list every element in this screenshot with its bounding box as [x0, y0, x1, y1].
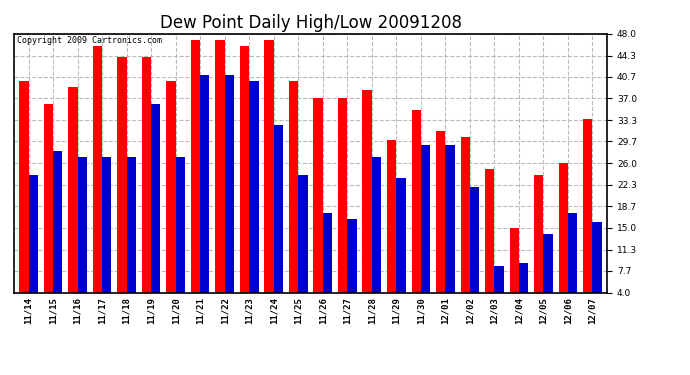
Bar: [240, 45, 249, 292]
Bar: [519, 263, 529, 292]
Bar: [264, 40, 274, 292]
Bar: [28, 175, 38, 292]
Title: Dew Point Daily High/Low 20091208: Dew Point Daily High/Low 20091208: [159, 14, 462, 32]
Bar: [289, 81, 298, 292]
Bar: [387, 140, 396, 292]
Bar: [421, 146, 430, 292]
Bar: [225, 75, 234, 292]
Bar: [445, 146, 455, 292]
Bar: [470, 187, 479, 292]
Bar: [191, 40, 200, 292]
Bar: [77, 157, 87, 292]
Bar: [568, 213, 578, 292]
Bar: [126, 157, 136, 292]
Bar: [19, 81, 28, 292]
Bar: [396, 178, 406, 292]
Text: Copyright 2009 Cartronics.com: Copyright 2009 Cartronics.com: [17, 36, 161, 45]
Bar: [436, 131, 445, 292]
Bar: [200, 75, 210, 292]
Bar: [68, 87, 77, 292]
Bar: [347, 219, 357, 292]
Bar: [249, 81, 259, 292]
Bar: [593, 222, 602, 292]
Bar: [151, 104, 161, 292]
Bar: [166, 81, 176, 292]
Bar: [559, 163, 568, 292]
Bar: [544, 234, 553, 292]
Bar: [298, 175, 308, 292]
Bar: [92, 45, 102, 292]
Bar: [215, 40, 225, 292]
Bar: [583, 119, 593, 292]
Bar: [313, 99, 323, 292]
Bar: [274, 125, 283, 292]
Bar: [102, 157, 111, 292]
Bar: [142, 57, 151, 292]
Bar: [338, 99, 347, 292]
Bar: [43, 104, 53, 292]
Bar: [495, 266, 504, 292]
Bar: [117, 57, 126, 292]
Bar: [372, 157, 381, 292]
Bar: [485, 169, 495, 292]
Bar: [460, 136, 470, 292]
Bar: [362, 90, 372, 292]
Bar: [53, 152, 62, 292]
Bar: [411, 110, 421, 292]
Bar: [534, 175, 544, 292]
Bar: [323, 213, 332, 292]
Bar: [510, 228, 519, 292]
Bar: [176, 157, 185, 292]
